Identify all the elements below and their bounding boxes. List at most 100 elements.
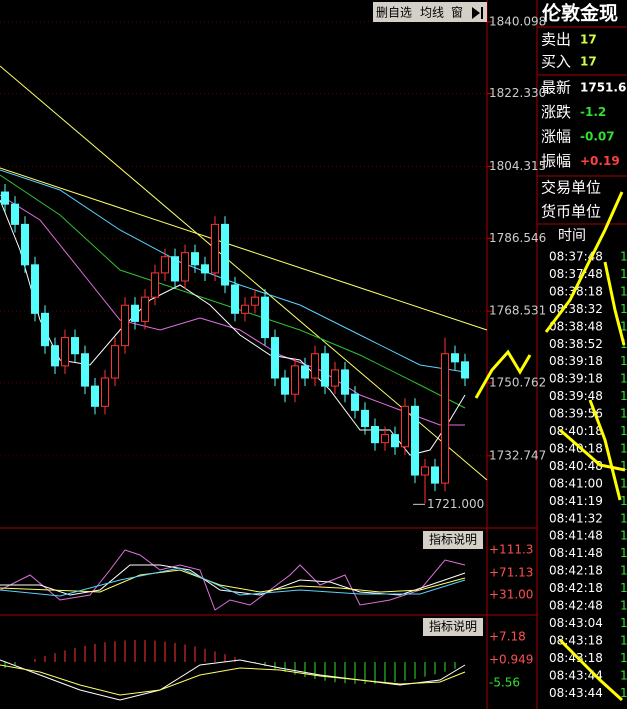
candle-body — [431, 466, 439, 484]
candle-body — [341, 369, 349, 395]
indicator-label: +31.00 — [489, 588, 533, 602]
tick-price: 1 — [620, 686, 627, 700]
candle-body — [51, 345, 59, 367]
candle-body — [241, 304, 249, 314]
candle-body — [371, 426, 379, 444]
candle-body — [421, 466, 429, 476]
candle-body — [111, 345, 119, 379]
candles — [1, 183, 469, 504]
tick-time: 08:38:52 — [549, 337, 603, 351]
candle-body — [171, 256, 179, 282]
tick-time: 08:40:18 — [549, 424, 603, 438]
candle-body — [261, 296, 269, 339]
candle-body — [71, 337, 79, 355]
y-tick-label: 1840.098 — [489, 14, 546, 28]
tick-time: 08:42:48 — [549, 599, 603, 613]
tick-price: 1 — [620, 494, 627, 508]
tick-time: 08:38:32 — [549, 302, 603, 316]
tick-time: 08:41:48 — [549, 529, 603, 543]
tick-price: 1 — [620, 354, 627, 368]
candle-body — [361, 409, 369, 428]
candle-body — [301, 365, 309, 379]
indicator-line — [0, 549, 466, 611]
candle-body — [121, 304, 129, 347]
quote-value: 17 — [580, 33, 597, 47]
ma-line — [0, 174, 466, 409]
quote-value: +0.19 — [580, 154, 620, 168]
indicator-button-label[interactable]: 指标说明 — [429, 532, 477, 547]
tick-time: 08:41:32 — [549, 511, 603, 525]
y-tick-label: 1768.531 — [489, 304, 546, 318]
toolbar — [373, 2, 487, 22]
candle-body — [321, 353, 329, 387]
expand-icon[interactable] — [472, 7, 480, 19]
tick-price: 1 — [620, 389, 627, 403]
quote-title: 伦敦金现 — [542, 2, 618, 25]
candle-body — [311, 353, 319, 379]
candle-body — [41, 312, 49, 347]
tick-time: 08:40:18 — [549, 441, 603, 455]
tick-price: 1 — [620, 616, 627, 630]
tick-time: 08:41:00 — [549, 476, 603, 490]
indicator-line — [0, 659, 466, 701]
candle-body — [251, 296, 259, 306]
candle-body — [131, 304, 139, 322]
time-header: 时间 — [558, 228, 586, 244]
candle-body — [191, 252, 199, 266]
indicator-label: +111.3 — [489, 543, 533, 557]
toolbar-button[interactable]: 均线 — [420, 6, 444, 20]
tick-price: 1 — [620, 581, 627, 595]
tick-price: 1 — [620, 424, 627, 438]
quote-unit: 货币单位 — [541, 203, 601, 221]
candle-body — [331, 369, 339, 387]
trend-line — [0, 167, 488, 331]
candle-body — [1, 191, 9, 205]
indicator-label: +71.13 — [489, 566, 533, 580]
tick-price: 1 — [620, 651, 627, 665]
quote-unit: 交易单位 — [541, 179, 601, 197]
indicator-label: -5.56 — [489, 676, 520, 690]
candle-body — [231, 284, 239, 314]
tick-price: 1 — [620, 459, 627, 473]
quote-label: 最新 — [541, 79, 571, 97]
indicator-line — [0, 567, 466, 597]
tick-price: 1 — [620, 284, 627, 298]
candle-body — [81, 353, 89, 387]
tick-time: 08:39:48 — [549, 389, 603, 403]
tick-price: 1 — [620, 476, 627, 490]
candle-body — [181, 252, 189, 282]
tick-time: 08:39:18 — [549, 372, 603, 386]
indicator-line — [0, 569, 466, 593]
candle-body — [221, 223, 229, 286]
quote-value: 1751.6 — [580, 81, 626, 95]
tick-price: 1 — [620, 511, 627, 525]
indicator-button[interactable] — [423, 531, 483, 549]
indicator-button[interactable] — [423, 618, 483, 636]
tick-time: 08:43:18 — [549, 633, 603, 647]
annotation-arrow — [544, 191, 624, 333]
tick-price: 1 — [620, 529, 627, 543]
quote-value: -0.07 — [580, 130, 615, 144]
tick-price: 1 — [620, 441, 627, 455]
toolbar-button[interactable]: 删自选 — [376, 6, 412, 20]
candle-body — [351, 393, 359, 411]
tick-time: 08:39:18 — [549, 354, 603, 368]
toolbar-button[interactable]: 窗 — [451, 6, 463, 20]
indicator-button-label[interactable]: 指标说明 — [429, 619, 477, 634]
quote-value: -1.2 — [580, 105, 606, 119]
tick-time: 08:40:48 — [549, 459, 603, 473]
y-tick-label: 1804.315 — [489, 159, 546, 173]
quote-value: 17 — [580, 55, 597, 69]
indicator-line — [0, 664, 466, 696]
indicator-label: +7.18 — [489, 630, 526, 644]
tick-price: 1 — [620, 633, 627, 647]
candle-body — [211, 223, 219, 274]
ma-line — [0, 169, 466, 373]
candle-body — [391, 434, 399, 448]
annotation-arrow — [558, 638, 624, 702]
candle-body — [151, 272, 159, 298]
candle-body — [401, 405, 409, 448]
quote-panel: 卖出 17 买入 17 最新 1751.6 涨跌 -1.2 涨幅 -0.07 振幅 +0.19 交易单位… — [541, 31, 627, 700]
expand-icon — [481, 7, 483, 19]
